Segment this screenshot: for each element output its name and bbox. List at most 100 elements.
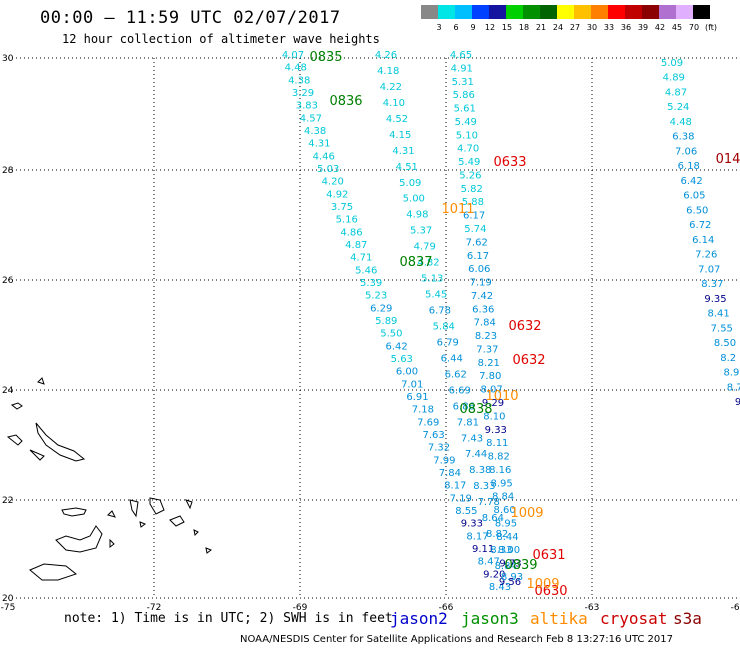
- swh-value: 8.00: [498, 545, 520, 556]
- lon-tick-label: -69: [293, 603, 308, 610]
- swh-value: 4.15: [389, 130, 411, 141]
- swh-value: 7.69: [417, 417, 439, 428]
- swh-value: 6.42: [680, 176, 702, 187]
- colorbar-label: 45: [671, 23, 683, 32]
- legend-s3a: s3a: [673, 609, 702, 628]
- swh-value: 8.64: [482, 513, 504, 524]
- pass-time-label: 1009: [526, 577, 559, 592]
- wave-height-map: 302826242220-75-72-69-66-63-604.074.484.…: [1, 50, 740, 610]
- footer-note: note: 1) Time is in UTC; 2) SWH is in fe…: [64, 611, 393, 626]
- swh-value: 4.91: [451, 63, 473, 74]
- swh-value: 6.50: [686, 205, 708, 216]
- colorbar-swatch: [574, 5, 591, 19]
- swh-value: 5.10: [456, 130, 478, 141]
- pass-time-label: 0838: [459, 402, 492, 417]
- island-outline: [193, 529, 199, 537]
- swh-value: 5.61: [454, 104, 476, 115]
- swh-value: 4.31: [308, 139, 330, 150]
- pass-time-label: 0836: [329, 94, 362, 109]
- swh-value: 6.17: [467, 251, 489, 262]
- colorbar-label: 30: [586, 23, 598, 32]
- colorbar-swatch: [659, 5, 676, 19]
- swh-value: 3.75: [331, 202, 353, 213]
- swh-value: 9.73: [499, 559, 521, 570]
- colorbar-swatch: [591, 5, 608, 19]
- colorbar-label: 18: [518, 23, 530, 32]
- swh-value: 4.87: [665, 88, 687, 99]
- colorbar-label: 12: [484, 23, 496, 32]
- colorbar-swatch: [421, 5, 438, 19]
- swh-value: 8.84: [492, 492, 514, 503]
- swh-value: 5.37: [410, 226, 432, 237]
- island-outline: [185, 499, 193, 510]
- swh-value: 6.05: [683, 191, 705, 202]
- swh-value: 4.31: [392, 146, 414, 157]
- swh-value: 5.63: [391, 354, 413, 365]
- lon-tick-label: -72: [147, 603, 162, 610]
- swh-value: 8.47: [478, 557, 500, 568]
- legend-cryosat: cryosat: [600, 609, 668, 628]
- swh-value: 9.33: [461, 519, 483, 530]
- swh-value: 4.20: [322, 177, 344, 188]
- swh-value: 9.33: [485, 425, 507, 436]
- swh-value: 4.38: [304, 126, 326, 137]
- swh-value: 6.38: [672, 132, 694, 143]
- swh-value: 6.44: [441, 353, 463, 364]
- colorbar-swatch: [557, 5, 574, 19]
- island-outline: [37, 377, 45, 385]
- swh-value: 8.17: [466, 531, 488, 542]
- swh-value: 9.11: [472, 544, 494, 555]
- swh-value: 6.29: [370, 303, 392, 314]
- lat-tick-label: 30: [2, 54, 14, 64]
- swh-value: 8.44: [496, 532, 518, 543]
- swh-value: 5.31: [452, 77, 474, 88]
- lat-tick-label: 26: [2, 276, 14, 286]
- swh-value: 6.91: [406, 392, 428, 403]
- colorbar-label: 42: [654, 23, 666, 32]
- island-outline: [149, 497, 165, 515]
- swh-value: 5.26: [459, 171, 481, 182]
- swh-value: 4.70: [457, 144, 479, 155]
- island-outline: [205, 547, 213, 554]
- island-outline: [6, 434, 23, 446]
- swh-value: 6.06: [468, 264, 490, 275]
- legend-altika: altika: [530, 609, 588, 628]
- pass-time-label: 1009: [510, 506, 543, 521]
- credit-line: NOAA/NESDIS Center for Satellite Applica…: [240, 634, 673, 645]
- legend-jason2: jason2: [390, 609, 448, 628]
- swh-value: 5.88: [462, 197, 484, 208]
- colorbar-label: 39: [637, 23, 649, 32]
- lat-tick-label: 22: [2, 496, 13, 506]
- colorbar-swatch: [642, 5, 659, 19]
- swh-value: 4.98: [406, 210, 428, 221]
- swh-value: 4.89: [663, 73, 685, 84]
- swh-value: 6.72: [689, 220, 711, 231]
- swh-value: 9.29: [482, 398, 504, 409]
- swh-value: 8.17: [444, 481, 466, 492]
- pass-time-label: 014: [716, 152, 740, 167]
- swh-value: 8.95: [495, 519, 517, 530]
- swh-value: 7.42: [471, 291, 493, 302]
- colorbar-swatch: [472, 5, 489, 19]
- swh-value: 5.84: [433, 322, 455, 333]
- swh-value: 5.50: [380, 329, 402, 340]
- pass-time-label: 0631: [532, 548, 565, 563]
- colorbar-swatch: [455, 5, 472, 19]
- colorbar-swatch: [693, 5, 710, 19]
- colorbar-swatch: [676, 5, 693, 19]
- swh-value: 7.99: [433, 455, 455, 466]
- island-outline: [61, 507, 87, 517]
- swh-value: 5.86: [453, 90, 475, 101]
- swh-value: 6.00: [396, 367, 418, 378]
- swh-value: 4.79: [414, 242, 436, 253]
- swh-value: 8.55: [455, 506, 477, 517]
- colorbar-swatch: [489, 5, 506, 19]
- lon-tick-label: -66: [439, 603, 454, 610]
- swh-value: 7.84: [474, 318, 496, 329]
- swh-value: 6.14: [692, 235, 714, 246]
- colorbar-label: 6: [453, 23, 459, 32]
- swh-value: 7.62: [466, 237, 488, 248]
- swh-value: 9: [735, 397, 740, 408]
- swh-value: 7.19: [450, 493, 472, 504]
- swh-value: 8.07: [480, 385, 502, 396]
